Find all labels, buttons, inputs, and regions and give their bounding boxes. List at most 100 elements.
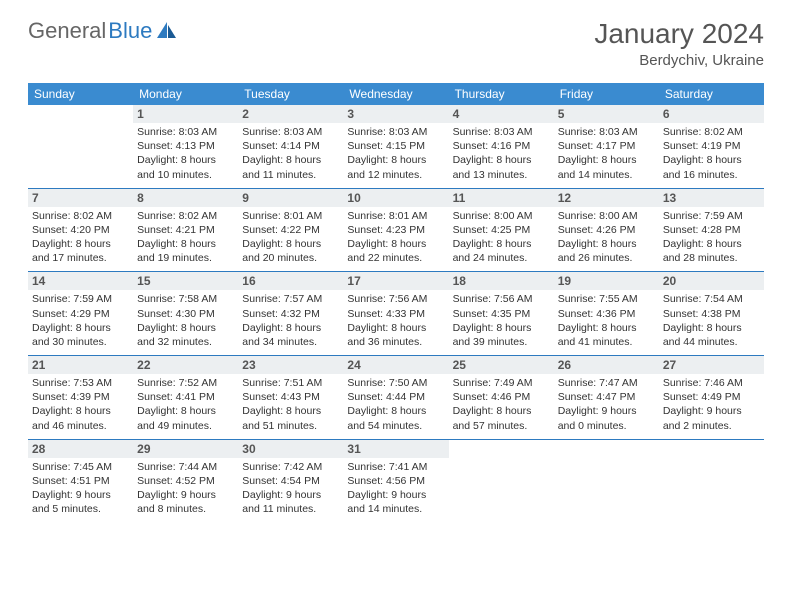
month-title: January 2024 xyxy=(594,18,764,50)
day-header: Monday xyxy=(133,83,238,105)
day-info: Sunrise: 7:54 AMSunset: 4:38 PMDaylight:… xyxy=(663,292,760,349)
day-cell: 27Sunrise: 7:46 AMSunset: 4:49 PMDayligh… xyxy=(659,356,764,440)
day-info: Sunrise: 8:02 AMSunset: 4:20 PMDaylight:… xyxy=(32,209,129,266)
location: Berdychiv, Ukraine xyxy=(594,52,764,69)
day-cell: 29 Sunrise: 7:44 AMSunset: 4:52 PMDayligh… xyxy=(133,439,238,522)
day-info: Sunrise: 7:47 AMSunset: 4:47 PMDaylight:… xyxy=(558,376,655,433)
day-cell: 25 Sunrise: 7:49 AMSunset: 4:46 PMDayligh… xyxy=(449,356,554,440)
day-cell: 11 Sunrise: 8:00 AMSunset: 4:25 PMDayligh… xyxy=(449,188,554,272)
day-info: Sunrise: 7:56 AMSunset: 4:35 PMDaylight:… xyxy=(453,292,550,349)
week-row: 7Sunrise: 8:02 AMSunset: 4:20 PMDaylight… xyxy=(28,188,764,272)
day-cell: 24 Sunrise: 7:50 AMSunset: 4:44 PMDayligh… xyxy=(343,356,448,440)
day-cell xyxy=(659,439,764,522)
day-cell: 18 Sunrise: 7:56 AMSunset: 4:35 PMDayligh… xyxy=(449,272,554,356)
day-number: 9 xyxy=(238,189,343,207)
day-number: 18 xyxy=(449,272,554,290)
day-cell: 31 Sunrise: 7:41 AMSunset: 4:56 PMDayligh… xyxy=(343,439,448,522)
day-number: 29 xyxy=(133,440,238,458)
title-block: January 2024 Berdychiv, Ukraine xyxy=(594,18,764,69)
day-number: 5 xyxy=(554,105,659,123)
day-number: 17 xyxy=(343,272,448,290)
day-number: 8 xyxy=(133,189,238,207)
day-number: 6 xyxy=(659,105,764,123)
day-cell: 22 Sunrise: 7:52 AMSunset: 4:41 PMDayligh… xyxy=(133,356,238,440)
day-number: 11 xyxy=(449,189,554,207)
day-cell: 16 Sunrise: 7:57 AMSunset: 4:32 PMDayligh… xyxy=(238,272,343,356)
day-number: 24 xyxy=(343,356,448,374)
day-number: 25 xyxy=(449,356,554,374)
day-cell: 13Sunrise: 7:59 AMSunset: 4:28 PMDayligh… xyxy=(659,188,764,272)
week-row: 1Sunrise: 8:03 AMSunset: 4:13 PMDaylight… xyxy=(28,105,764,188)
day-number: 16 xyxy=(238,272,343,290)
day-info: Sunrise: 8:03 AMSunset: 4:15 PMDaylight:… xyxy=(347,125,444,182)
day-info: Sunrise: 7:49 AMSunset: 4:46 PMDaylight:… xyxy=(453,376,550,433)
day-number: 12 xyxy=(554,189,659,207)
day-cell xyxy=(554,439,659,522)
calendar-table: SundayMondayTuesdayWednesdayThursdayFrid… xyxy=(28,83,764,522)
day-cell: 15Sunrise: 7:58 AMSunset: 4:30 PMDayligh… xyxy=(133,272,238,356)
day-number: 23 xyxy=(238,356,343,374)
day-cell: 21 Sunrise: 7:53 AMSunset: 4:39 PMDayligh… xyxy=(28,356,133,440)
day-info: Sunrise: 8:03 AMSunset: 4:16 PMDaylight:… xyxy=(453,125,550,182)
day-number: 21 xyxy=(28,356,133,374)
day-number: 28 xyxy=(28,440,133,458)
day-cell: 14 Sunrise: 7:59 AMSunset: 4:29 PMDayligh… xyxy=(28,272,133,356)
day-cell: 2 Sunrise: 8:03 AMSunset: 4:14 PMDaylight… xyxy=(238,105,343,188)
day-cell: 30 Sunrise: 7:42 AMSunset: 4:54 PMDayligh… xyxy=(238,439,343,522)
week-row: 28Sunrise: 7:45 AMSunset: 4:51 PMDayligh… xyxy=(28,439,764,522)
day-number: 1 xyxy=(133,105,238,123)
day-info: Sunrise: 7:42 AMSunset: 4:54 PMDaylight:… xyxy=(242,460,339,517)
day-number: 26 xyxy=(554,356,659,374)
day-number: 10 xyxy=(343,189,448,207)
day-number: 3 xyxy=(343,105,448,123)
day-cell: 3 Sunrise: 8:03 AMSunset: 4:15 PMDaylight… xyxy=(343,105,448,188)
day-header-row: SundayMondayTuesdayWednesdayThursdayFrid… xyxy=(28,83,764,105)
day-cell: 19 Sunrise: 7:55 AMSunset: 4:36 PMDayligh… xyxy=(554,272,659,356)
day-info: Sunrise: 7:57 AMSunset: 4:32 PMDaylight:… xyxy=(242,292,339,349)
day-number: 14 xyxy=(28,272,133,290)
day-info: Sunrise: 8:01 AMSunset: 4:22 PMDaylight:… xyxy=(242,209,339,266)
day-info: Sunrise: 8:03 AMSunset: 4:17 PMDaylight:… xyxy=(558,125,655,182)
day-info: Sunrise: 7:44 AMSunset: 4:52 PMDaylight:… xyxy=(137,460,234,517)
day-cell: 20 Sunrise: 7:54 AMSunset: 4:38 PMDayligh… xyxy=(659,272,764,356)
logo-text-1: General xyxy=(28,18,106,44)
day-cell: 23 Sunrise: 7:51 AMSunset: 4:43 PMDayligh… xyxy=(238,356,343,440)
day-info: Sunrise: 8:01 AMSunset: 4:23 PMDaylight:… xyxy=(347,209,444,266)
week-row: 14 Sunrise: 7:59 AMSunset: 4:29 PMDayligh… xyxy=(28,272,764,356)
day-number: 19 xyxy=(554,272,659,290)
day-header: Friday xyxy=(554,83,659,105)
day-info: Sunrise: 8:00 AMSunset: 4:25 PMDaylight:… xyxy=(453,209,550,266)
day-info: Sunrise: 7:50 AMSunset: 4:44 PMDaylight:… xyxy=(347,376,444,433)
day-cell: 26 Sunrise: 7:47 AMSunset: 4:47 PMDayligh… xyxy=(554,356,659,440)
day-info: Sunrise: 7:58 AMSunset: 4:30 PMDaylight:… xyxy=(137,292,234,349)
logo-text-2: Blue xyxy=(108,18,152,44)
day-info: Sunrise: 7:51 AMSunset: 4:43 PMDaylight:… xyxy=(242,376,339,433)
day-header: Tuesday xyxy=(238,83,343,105)
day-cell: 5 Sunrise: 8:03 AMSunset: 4:17 PMDaylight… xyxy=(554,105,659,188)
day-cell xyxy=(28,105,133,188)
day-info: Sunrise: 7:55 AMSunset: 4:36 PMDaylight:… xyxy=(558,292,655,349)
day-number: 13 xyxy=(659,189,764,207)
logo: GeneralBlue xyxy=(28,18,178,44)
day-cell: 1Sunrise: 8:03 AMSunset: 4:13 PMDaylight… xyxy=(133,105,238,188)
day-header: Sunday xyxy=(28,83,133,105)
day-info: Sunrise: 7:41 AMSunset: 4:56 PMDaylight:… xyxy=(347,460,444,517)
day-cell: 17Sunrise: 7:56 AMSunset: 4:33 PMDayligh… xyxy=(343,272,448,356)
week-row: 21 Sunrise: 7:53 AMSunset: 4:39 PMDayligh… xyxy=(28,356,764,440)
day-cell: 28Sunrise: 7:45 AMSunset: 4:51 PMDayligh… xyxy=(28,439,133,522)
day-header: Wednesday xyxy=(343,83,448,105)
day-info: Sunrise: 8:03 AMSunset: 4:14 PMDaylight:… xyxy=(242,125,339,182)
day-number: 2 xyxy=(238,105,343,123)
day-number: 20 xyxy=(659,272,764,290)
day-number: 30 xyxy=(238,440,343,458)
day-header: Saturday xyxy=(659,83,764,105)
day-number: 31 xyxy=(343,440,448,458)
day-info: Sunrise: 8:02 AMSunset: 4:19 PMDaylight:… xyxy=(663,125,760,182)
day-info: Sunrise: 7:52 AMSunset: 4:41 PMDaylight:… xyxy=(137,376,234,433)
day-number: 22 xyxy=(133,356,238,374)
day-cell: 12Sunrise: 8:00 AMSunset: 4:26 PMDayligh… xyxy=(554,188,659,272)
day-cell xyxy=(449,439,554,522)
day-info: Sunrise: 7:53 AMSunset: 4:39 PMDaylight:… xyxy=(32,376,129,433)
day-info: Sunrise: 7:59 AMSunset: 4:29 PMDaylight:… xyxy=(32,292,129,349)
day-number: 4 xyxy=(449,105,554,123)
